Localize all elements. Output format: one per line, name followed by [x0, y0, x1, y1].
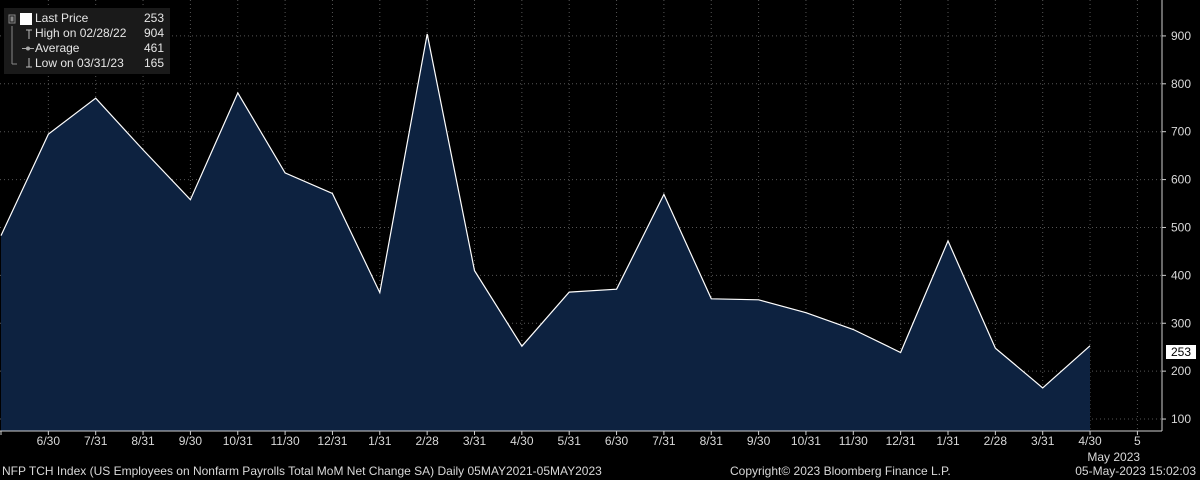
x-tick-label: 9/30	[179, 434, 203, 448]
filled-square-icon	[8, 11, 34, 26]
x-tick-labels: 6/30 7/31 8/31 9/30 10/31 11/30 12/31 1/31 2/28 3…	[37, 434, 1141, 448]
legend-item-last-price: Last Price 253	[4, 11, 170, 26]
y-tick-label: 100	[1171, 412, 1191, 426]
y-tick-label: 700	[1171, 125, 1191, 139]
legend: Last Price 253 High on 02/28/22 904 Aver…	[4, 8, 170, 74]
y-tick-label: 500	[1171, 220, 1191, 234]
x-tick-label: 6/30	[605, 434, 629, 448]
y-tick-label: 600	[1171, 173, 1191, 187]
x-tick-label: 6/30	[37, 434, 61, 448]
copyright: Copyright© 2023 Bloomberg Finance L.P.	[730, 464, 951, 478]
chart-description: NFP TCH Index (US Employees on Nonfarm P…	[2, 464, 602, 478]
x-tick-label: 1/31	[368, 434, 392, 448]
y-tick-labels: 100 200 300 400 500 600 700 800 900	[1171, 29, 1191, 426]
y-tick-label: 800	[1171, 77, 1191, 91]
x-tick-label: 1/31	[936, 434, 960, 448]
y-tick-label: 200	[1171, 364, 1191, 378]
x-tick-label: 5/31	[558, 434, 582, 448]
x-tick-label: 2/28	[415, 434, 439, 448]
x-tick-label: 4/30	[1078, 434, 1102, 448]
timestamp: 05-May-2023 15:02:03	[1075, 464, 1196, 478]
low-marker-icon	[8, 56, 34, 71]
y-tick-label: 900	[1171, 29, 1191, 43]
x-tick-label: 11/30	[839, 434, 868, 448]
y-tick-label: 300	[1171, 316, 1191, 330]
x-tick-label: 8/31	[700, 434, 724, 448]
average-line-icon	[8, 41, 34, 56]
x-tick-label: 2/28	[984, 434, 1008, 448]
series-line	[0, 33, 1091, 389]
x-tick-label: 10/31	[791, 434, 821, 448]
x-tick-label: 10/31	[223, 434, 253, 448]
x-tick-label: 7/31	[652, 434, 676, 448]
x-tick-label: 3/31	[1031, 434, 1055, 448]
x-tick-label: 9/30	[747, 434, 771, 448]
area-fill	[1, 34, 1091, 431]
last-price-tag: 253	[1166, 345, 1196, 359]
x-year-label: May 2023	[1087, 450, 1140, 464]
x-tick-label: 3/31	[463, 434, 487, 448]
x-tick-label: 7/31	[84, 434, 108, 448]
y-tick-label: 400	[1171, 268, 1191, 282]
x-tick-label: 5	[1134, 434, 1141, 448]
legend-item-low: Low on 03/31/23 165	[4, 56, 170, 71]
legend-item-average: Average 461	[4, 41, 170, 56]
high-marker-icon	[8, 26, 34, 41]
legend-item-high: High on 02/28/22 904	[4, 26, 170, 41]
axes	[0, 0, 1166, 435]
x-tick-label: 8/31	[131, 434, 155, 448]
x-tick-label: 12/31	[886, 434, 916, 448]
x-tick-label: 11/30	[271, 434, 300, 448]
x-tick-label: 4/30	[510, 434, 534, 448]
x-tick-label: 12/31	[317, 434, 347, 448]
